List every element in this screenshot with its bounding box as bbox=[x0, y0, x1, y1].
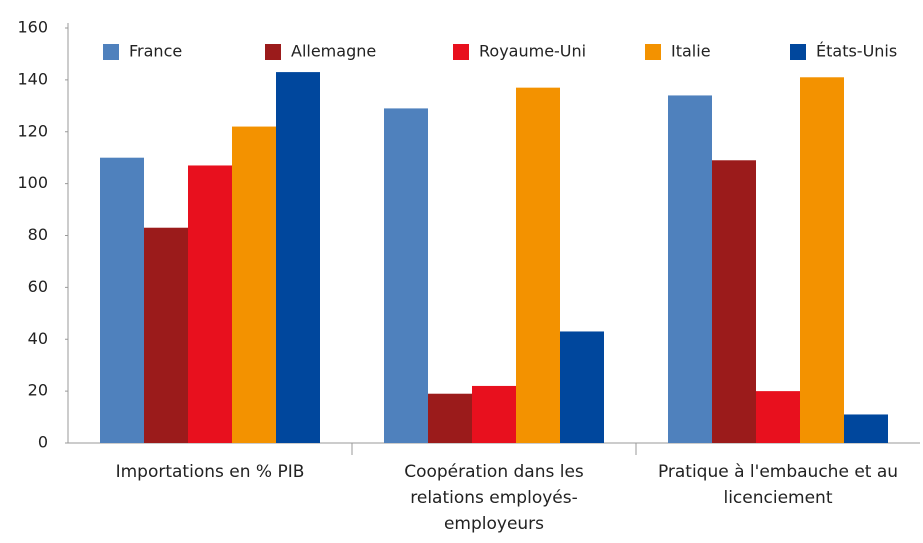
bar bbox=[560, 331, 604, 443]
y-tick-label: 100 bbox=[17, 173, 48, 192]
y-tick-label: 80 bbox=[28, 225, 48, 244]
bar bbox=[668, 95, 712, 443]
bar bbox=[428, 393, 472, 443]
bar bbox=[756, 391, 800, 443]
legend-label: États-Unis bbox=[816, 42, 897, 61]
legend-label: Italie bbox=[671, 42, 711, 61]
y-tick-label: 160 bbox=[17, 18, 48, 37]
bar bbox=[844, 414, 888, 443]
bar bbox=[188, 165, 232, 443]
y-tick-label: 60 bbox=[28, 277, 48, 296]
bar bbox=[100, 157, 144, 443]
legend-swatch bbox=[265, 44, 281, 60]
y-tick-label: 40 bbox=[28, 329, 48, 348]
bar bbox=[800, 77, 844, 443]
y-tick-label: 20 bbox=[28, 381, 48, 400]
bar bbox=[516, 87, 560, 443]
legend-swatch bbox=[790, 44, 806, 60]
legend-label: France bbox=[129, 42, 182, 61]
x-tick-label: Pratique à l'embauche et au licenciement bbox=[657, 462, 899, 508]
y-tick-label: 120 bbox=[17, 121, 48, 140]
legend-label: Royaume-Uni bbox=[479, 42, 586, 61]
bar bbox=[472, 385, 516, 443]
bar bbox=[384, 108, 428, 443]
bar bbox=[144, 227, 188, 443]
legend-swatch bbox=[103, 44, 119, 60]
y-tick-label: 0 bbox=[38, 433, 48, 452]
y-tick-label: 140 bbox=[17, 69, 48, 88]
bar bbox=[232, 126, 276, 443]
legend-label: Allemagne bbox=[291, 42, 376, 61]
legend-swatch bbox=[645, 44, 661, 60]
legend-swatch bbox=[453, 44, 469, 60]
bar bbox=[276, 72, 320, 443]
x-tick-label: Importations en % PIB bbox=[115, 462, 305, 482]
x-tick-label: Coopération dans les relations employés-… bbox=[404, 462, 584, 534]
bar bbox=[712, 160, 756, 443]
